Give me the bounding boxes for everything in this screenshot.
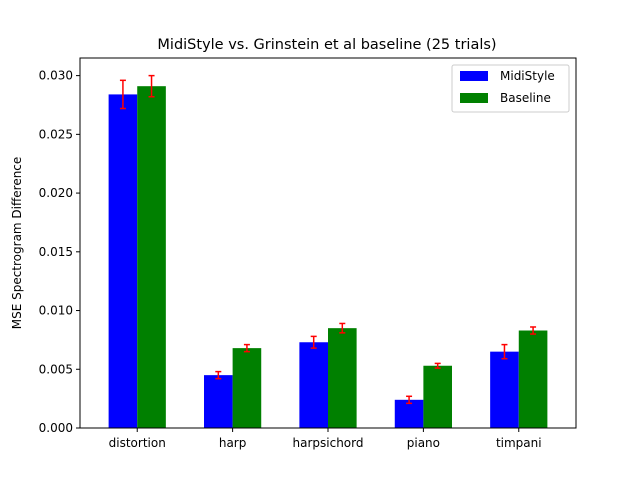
error-bar-midistyle-harpsichord bbox=[310, 335, 317, 349]
x-tick-label: harpsichord bbox=[293, 436, 364, 450]
error-bar-baseline-harpsichord bbox=[339, 322, 346, 334]
bar-midistyle-piano bbox=[394, 399, 424, 428]
bar-baseline-distortion bbox=[137, 86, 166, 428]
error-bar-baseline-piano bbox=[434, 362, 441, 369]
legend-label-baseline: Baseline bbox=[500, 91, 551, 105]
error-bar-midistyle-harp bbox=[215, 370, 222, 380]
bar-baseline-timpani bbox=[518, 330, 548, 428]
bar-baseline-harpsichord bbox=[328, 328, 357, 428]
x-tick-label: piano bbox=[407, 436, 440, 450]
x-axis: distortion harp harpsichord piano timpani bbox=[109, 428, 542, 450]
x-tick-label: distortion bbox=[109, 436, 166, 450]
legend-swatch-midistyle bbox=[460, 71, 488, 81]
y-tick-label: 0.010 bbox=[39, 304, 73, 318]
y-tick-label: 0.030 bbox=[39, 69, 73, 83]
y-axis-label: MSE Spectrogram Difference bbox=[10, 157, 24, 330]
bar-baseline-harp bbox=[232, 348, 262, 428]
error-bar-baseline-timpani bbox=[530, 326, 537, 335]
y-tick-label: 0.015 bbox=[39, 245, 73, 259]
error-bar-midistyle-distortion bbox=[119, 79, 126, 110]
error-bar-baseline-distortion bbox=[148, 74, 155, 98]
chart-title: MidiStyle vs. Grinstein et al baseline (… bbox=[157, 37, 496, 53]
error-bar-baseline-harp bbox=[243, 343, 250, 353]
error-bars-layer bbox=[119, 74, 537, 405]
legend-swatch-baseline bbox=[460, 93, 488, 103]
y-axis: 0.000 0.005 0.010 0.015 0.020 0.025 0.030 bbox=[39, 69, 80, 435]
plot-frame bbox=[79, 57, 577, 429]
bar-midistyle-harp bbox=[204, 375, 233, 428]
x-tick-label: timpani bbox=[496, 436, 542, 450]
legend: MidiStyle Baseline bbox=[451, 64, 570, 113]
bar-midistyle-timpani bbox=[490, 351, 519, 428]
x-tick-label: harp bbox=[219, 436, 247, 450]
bar-midistyle-harpsichord bbox=[299, 342, 328, 428]
y-tick-label: 0.020 bbox=[39, 186, 73, 200]
y-tick-label: 0.025 bbox=[39, 127, 73, 141]
y-tick-label: 0.005 bbox=[39, 362, 73, 376]
error-bar-midistyle-timpani bbox=[501, 343, 508, 360]
legend-label-midistyle: MidiStyle bbox=[500, 69, 555, 83]
bar-midistyle-distortion bbox=[108, 94, 138, 429]
error-bar-midistyle-piano bbox=[406, 395, 413, 405]
y-tick-label: 0.000 bbox=[39, 421, 73, 435]
bar-baseline-piano bbox=[423, 365, 452, 428]
bars-layer bbox=[108, 86, 548, 429]
